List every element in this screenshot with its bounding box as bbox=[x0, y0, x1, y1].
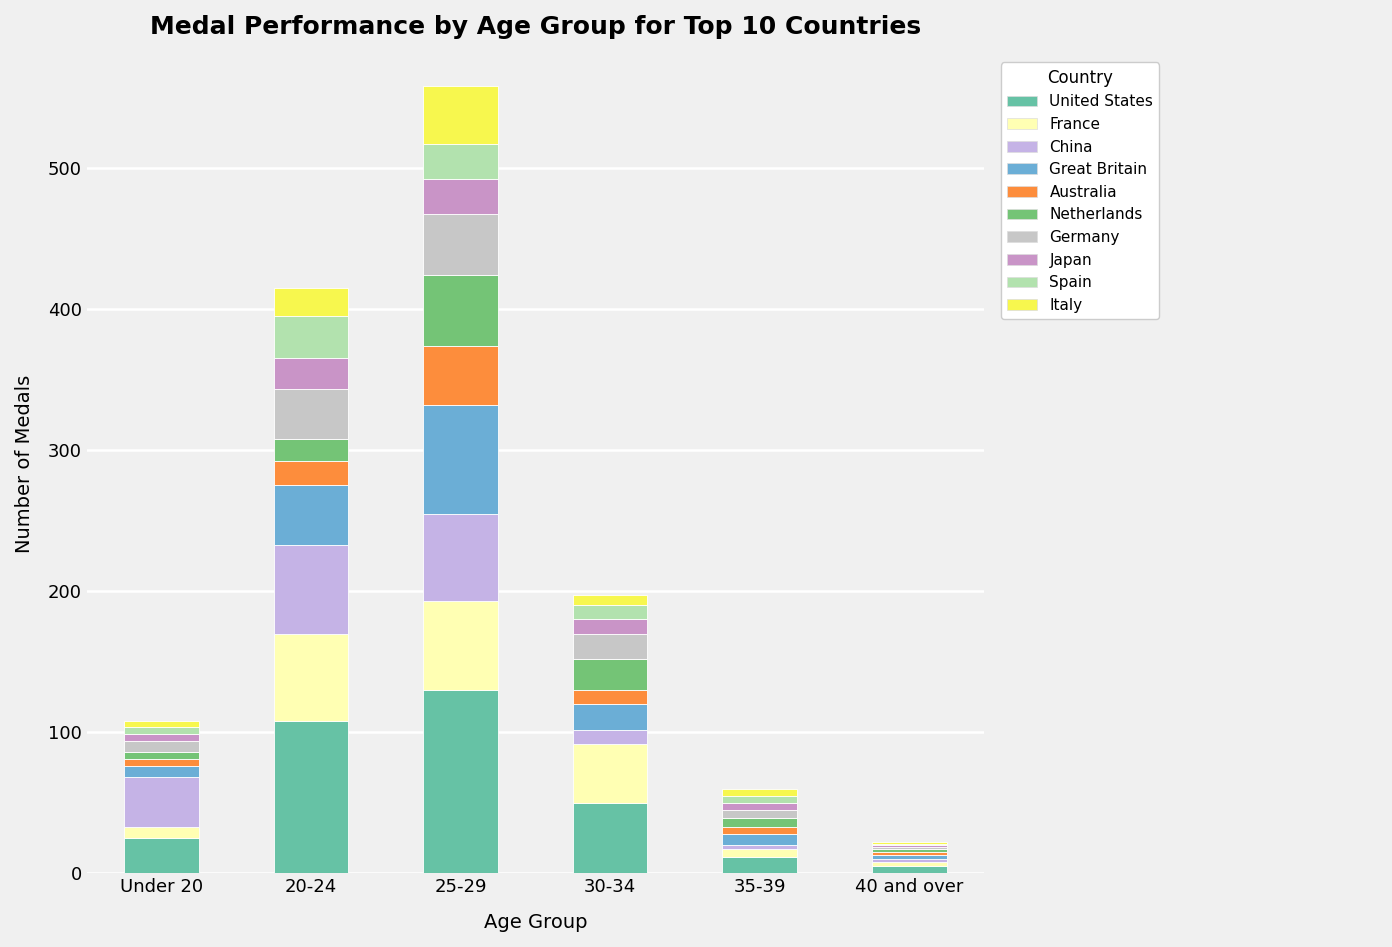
Bar bbox=[423, 601, 498, 690]
Bar bbox=[124, 827, 199, 838]
Bar bbox=[274, 485, 348, 545]
Bar bbox=[124, 777, 199, 827]
Bar bbox=[274, 634, 348, 721]
Legend: United States, France, China, Great Britain, Australia, Netherlands, Germany, Ja: United States, France, China, Great Brit… bbox=[1001, 63, 1160, 319]
Bar bbox=[722, 810, 798, 818]
Bar bbox=[274, 438, 348, 461]
Bar bbox=[871, 852, 947, 855]
Bar bbox=[124, 726, 199, 734]
Bar bbox=[572, 803, 647, 873]
Bar bbox=[423, 179, 498, 214]
Bar bbox=[423, 690, 498, 873]
Bar bbox=[274, 721, 348, 873]
Bar bbox=[871, 843, 947, 844]
Bar bbox=[871, 846, 947, 847]
Bar bbox=[871, 862, 947, 867]
Bar bbox=[572, 659, 647, 690]
Bar bbox=[124, 838, 199, 873]
Bar bbox=[423, 405, 498, 513]
Bar bbox=[722, 827, 798, 834]
Bar bbox=[871, 867, 947, 873]
Bar bbox=[274, 545, 348, 634]
Bar bbox=[423, 144, 498, 179]
Bar bbox=[274, 288, 348, 316]
Bar bbox=[722, 795, 798, 803]
Bar bbox=[572, 619, 647, 634]
Title: Medal Performance by Age Group for Top 10 Countries: Medal Performance by Age Group for Top 1… bbox=[150, 15, 922, 39]
Bar bbox=[722, 803, 798, 810]
Bar bbox=[124, 752, 199, 759]
Bar bbox=[871, 847, 947, 849]
Bar bbox=[871, 855, 947, 859]
Bar bbox=[572, 690, 647, 705]
Bar bbox=[124, 734, 199, 741]
Bar bbox=[124, 741, 199, 752]
Bar bbox=[572, 743, 647, 803]
Bar bbox=[124, 759, 199, 766]
Y-axis label: Number of Medals: Number of Medals bbox=[15, 375, 33, 553]
Bar bbox=[423, 346, 498, 405]
Bar bbox=[572, 729, 647, 743]
Bar bbox=[423, 275, 498, 346]
Bar bbox=[124, 721, 199, 726]
Bar bbox=[722, 834, 798, 846]
Bar bbox=[423, 214, 498, 275]
Bar bbox=[722, 789, 798, 795]
Bar bbox=[274, 358, 348, 389]
Bar bbox=[423, 86, 498, 144]
Bar bbox=[871, 844, 947, 846]
Bar bbox=[572, 705, 647, 729]
Bar bbox=[572, 596, 647, 605]
Bar bbox=[722, 856, 798, 873]
Bar bbox=[722, 846, 798, 849]
Bar bbox=[274, 316, 348, 358]
Bar bbox=[871, 859, 947, 862]
Bar bbox=[423, 513, 498, 601]
X-axis label: Age Group: Age Group bbox=[483, 913, 587, 932]
Bar bbox=[722, 818, 798, 827]
Bar bbox=[722, 849, 798, 856]
Bar bbox=[274, 389, 348, 438]
Bar bbox=[572, 605, 647, 619]
Bar bbox=[124, 766, 199, 777]
Bar bbox=[274, 461, 348, 485]
Bar bbox=[871, 849, 947, 852]
Bar bbox=[572, 634, 647, 659]
